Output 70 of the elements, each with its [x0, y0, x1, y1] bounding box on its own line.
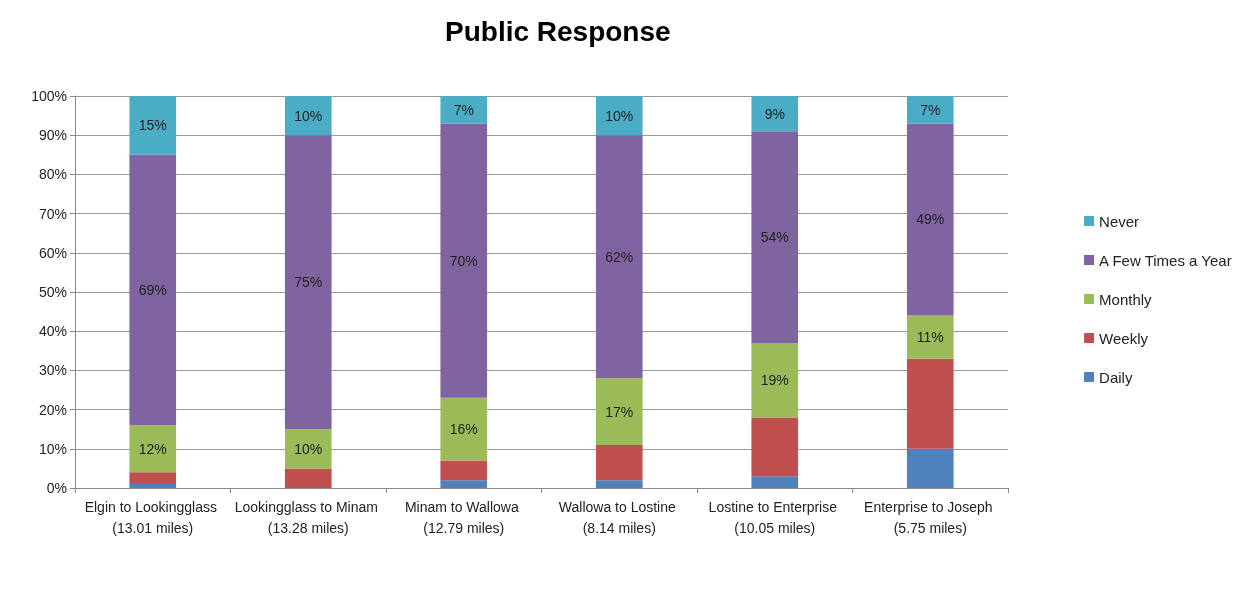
bar: [129, 96, 177, 155]
bar: [751, 96, 799, 132]
x-tick-label: Lostine to Enterprise (10.05 miles): [708, 498, 841, 536]
y-tick-label: 90%: [38, 127, 67, 144]
bar: [751, 417, 799, 477]
x-tick-label: Wallowa to Lostine (8.14 miles): [558, 498, 680, 536]
chart-title: Public Response: [445, 15, 671, 47]
data-label: 10%: [294, 107, 323, 124]
bar: [751, 476, 799, 488]
data-label: 49%: [916, 211, 945, 228]
legend-label: Monthly: [1099, 290, 1153, 308]
y-tick-label: 30%: [38, 362, 67, 379]
bar: [751, 342, 799, 418]
x-tick-label: Lookingglass to Minam (13.28 miles): [234, 498, 382, 536]
y-tick-label: 70%: [38, 205, 67, 222]
data-label: 54%: [760, 229, 789, 246]
y-tick-label: 10%: [38, 440, 67, 457]
data-label: 11%: [916, 329, 944, 346]
bar: [129, 472, 177, 485]
x-tick-label: Enterprise to Joseph (5.75 miles): [864, 498, 997, 536]
x-tick-label: Elgin to Lookingglass (13.01 miles): [84, 498, 221, 536]
x-tick-label: Minam to Wallowa (12.79 miles): [404, 498, 523, 536]
legend-label: Never: [1099, 212, 1140, 230]
bar: [751, 131, 799, 343]
data-label: 7%: [920, 101, 941, 118]
y-tick-label: 100%: [31, 88, 67, 104]
data-label: 19%: [760, 372, 789, 389]
data-label: 12%: [138, 440, 167, 457]
data-label: 9%: [764, 105, 785, 122]
data-label: 62%: [605, 248, 634, 265]
legend-label: Weekly: [1099, 329, 1149, 347]
bar: [284, 135, 332, 430]
bar: [906, 448, 954, 488]
bar: [440, 460, 488, 481]
bar: [129, 484, 177, 488]
bar: [595, 378, 643, 445]
data-label: 17%: [605, 403, 634, 420]
bar: [595, 480, 643, 488]
data-label: 7%: [453, 101, 474, 118]
data-label: 69%: [138, 282, 167, 299]
bar: [906, 315, 954, 359]
bar: [906, 358, 954, 449]
data-label: 75%: [294, 274, 323, 291]
bar: [284, 468, 332, 488]
bar: [440, 96, 488, 124]
bar: [906, 123, 954, 316]
data-label: 10%: [294, 440, 323, 457]
y-tick-label: 60%: [38, 244, 67, 261]
y-tick-label: 0%: [46, 480, 67, 496]
y-tick-label: 80%: [38, 166, 67, 183]
data-label: 15%: [138, 117, 167, 134]
bar: [284, 429, 332, 469]
bar: [129, 425, 177, 473]
bar: [440, 397, 488, 461]
data-label: 16%: [449, 421, 478, 438]
legend-label: A Few Times a Year: [1099, 251, 1232, 269]
bar: [129, 154, 177, 426]
y-tick-label: 20%: [38, 401, 67, 418]
bar: [440, 123, 488, 398]
bar: [595, 96, 643, 136]
bar: [595, 444, 643, 481]
data-label: 70%: [449, 252, 478, 269]
bar: [284, 96, 332, 136]
bar: [440, 480, 488, 488]
bar: [595, 135, 643, 379]
y-tick-label: 40%: [38, 323, 67, 340]
legend-label: Daily: [1099, 368, 1133, 386]
data-label: 10%: [605, 107, 634, 124]
bar: [906, 96, 954, 124]
y-tick-label: 50%: [38, 284, 67, 300]
